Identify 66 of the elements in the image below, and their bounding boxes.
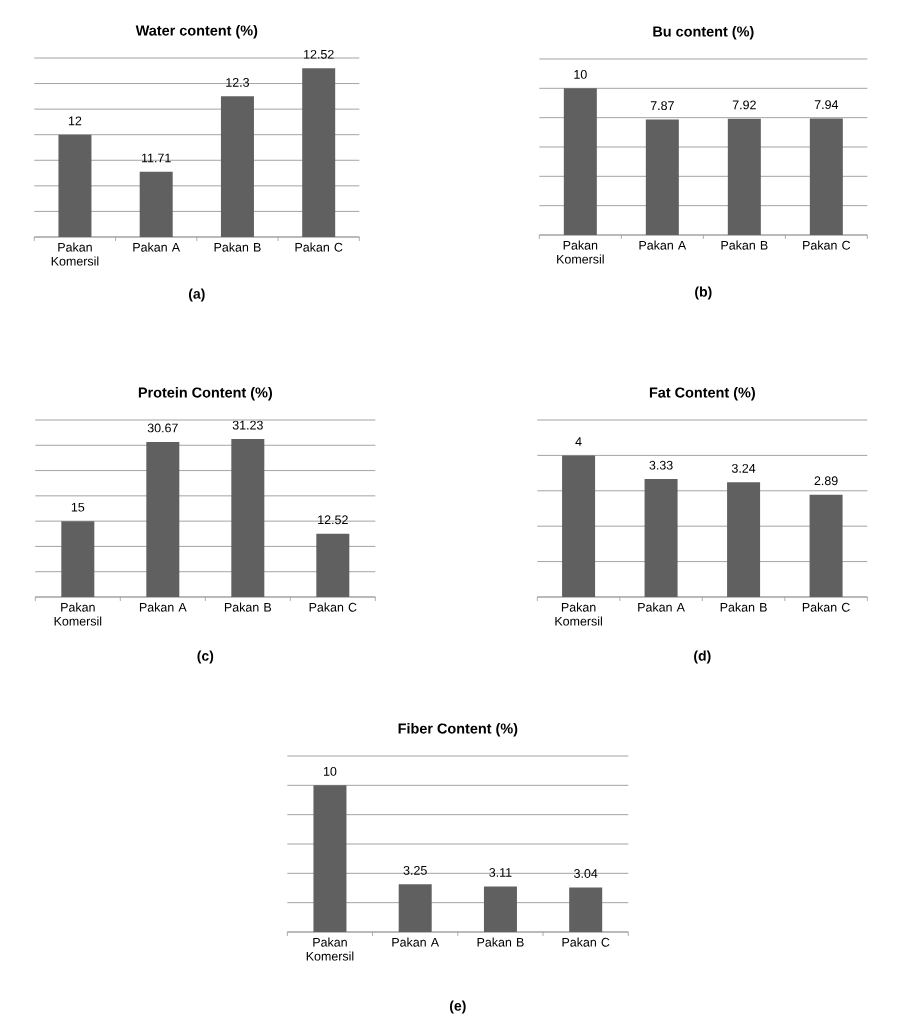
bar: [61, 521, 95, 597]
chart-title: Bu content (%): [653, 26, 754, 40]
bar: [562, 455, 596, 597]
x-tick-label: Pakan B: [477, 937, 524, 947]
data-label: 7.92: [733, 100, 756, 110]
x-tick-label: Pakan Komersil: [557, 240, 604, 264]
x-tick-label: Pakan B: [721, 240, 768, 250]
data-label: 2.89: [814, 476, 838, 486]
x-tick-label: Pakan C: [295, 242, 343, 252]
x-tick-label: Pakan Komersil: [51, 242, 99, 266]
bar: [564, 88, 597, 235]
data-label: 12.3: [226, 78, 250, 87]
data-label: 12.52: [304, 49, 334, 59]
x-tick-label: Pakan C: [803, 240, 851, 250]
bar: [569, 887, 603, 932]
x-tick-label: Pakan Komersil: [54, 602, 102, 626]
bar: [231, 439, 265, 597]
bar: [146, 441, 180, 597]
bar: [398, 884, 432, 932]
x-tick-label: Pakan C: [803, 602, 850, 612]
bar: [728, 118, 761, 235]
text: (e): [450, 1000, 466, 1014]
text: (a): [189, 288, 205, 302]
data-label: 3.25: [403, 866, 427, 875]
x-tick-label: Pakan Komersil: [306, 937, 354, 961]
chart-title: Fat Content (%): [650, 387, 756, 401]
chart-title: Fiber Content (%): [398, 723, 518, 737]
data-label: 3.24: [732, 463, 756, 473]
data-label: 15: [72, 502, 85, 512]
bar: [313, 785, 347, 932]
x-tick-label: Pakan A: [140, 602, 187, 612]
data-label: 31.23: [232, 420, 264, 430]
chart-title: Protein Content (%): [139, 387, 273, 401]
data-label: 12: [69, 116, 82, 126]
x-tick-label: Pakan A: [133, 242, 181, 252]
bar: [484, 886, 518, 932]
x-tick-label: Pakan B: [214, 242, 261, 252]
data-label: 10: [574, 69, 587, 79]
text: (c): [197, 650, 214, 664]
x-tick-label: Pakan C: [309, 602, 357, 612]
data-label: 3.11: [489, 868, 512, 877]
data-label: 11.71: [142, 153, 171, 163]
bar: [646, 119, 679, 235]
data-label: 12.52: [318, 515, 348, 525]
x-tick-label: Pakan A: [392, 937, 440, 947]
x-tick-label: Pakan A: [638, 602, 686, 612]
data-label: 30.67: [147, 423, 178, 433]
x-tick-label: Pakan A: [639, 240, 687, 250]
data-label: 3.33: [649, 460, 673, 470]
data-label: 10: [324, 767, 337, 776]
x-tick-label: Pakan Komersil: [555, 602, 603, 626]
text: (d): [694, 650, 711, 664]
bar: [810, 118, 843, 235]
data-label: 4: [575, 437, 582, 446]
bar: [316, 533, 350, 597]
chart-title: Water content (%): [135, 25, 258, 39]
bar: [644, 479, 678, 597]
data-label: 7.94: [815, 100, 839, 110]
x-tick-label: Pakan B: [225, 602, 272, 612]
bar: [727, 482, 761, 597]
x-tick-label: Pakan B: [720, 602, 767, 612]
data-label: 7.87: [651, 101, 674, 111]
x-tick-label: Pakan C: [562, 937, 610, 947]
data-label: 3.04: [574, 869, 598, 878]
bar: [809, 494, 843, 597]
text: (b): [695, 286, 712, 300]
